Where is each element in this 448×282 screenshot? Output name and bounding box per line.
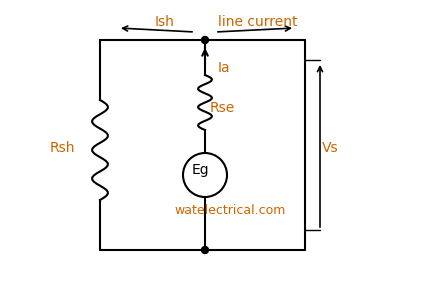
Text: Rsh: Rsh <box>49 141 75 155</box>
Text: line current: line current <box>218 15 298 29</box>
Circle shape <box>202 246 208 254</box>
Circle shape <box>202 36 208 43</box>
Text: Eg: Eg <box>191 163 209 177</box>
Text: watelectrical.com: watelectrical.com <box>174 204 286 217</box>
Text: Vs: Vs <box>322 141 338 155</box>
Text: Ish: Ish <box>155 15 175 29</box>
Text: Ia: Ia <box>218 61 230 75</box>
Text: Rse: Rse <box>209 101 235 115</box>
